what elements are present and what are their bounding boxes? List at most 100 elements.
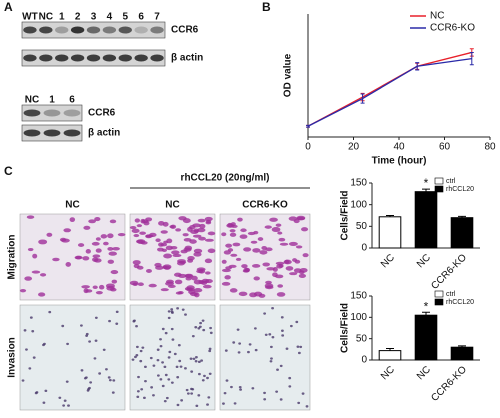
- cell: [161, 361, 164, 364]
- blot-band: [23, 54, 37, 62]
- cell: [175, 291, 183, 295]
- cell: [66, 342, 69, 346]
- legend-swatch: [434, 298, 444, 306]
- cell: [145, 234, 153, 239]
- cell: [185, 276, 192, 281]
- cell: [229, 229, 236, 233]
- cell: [275, 390, 279, 393]
- blot-band: [23, 129, 41, 137]
- cell: [67, 404, 70, 407]
- cell: [163, 365, 167, 369]
- x-tick-label: 80: [484, 142, 496, 153]
- cell: [115, 322, 119, 325]
- cell: [276, 263, 283, 269]
- cell: [221, 268, 231, 273]
- cell: [204, 216, 213, 222]
- cell: [185, 388, 189, 392]
- cell: [69, 217, 76, 223]
- cell: [197, 218, 206, 223]
- cell: [198, 372, 201, 376]
- lane-label: 1: [59, 12, 65, 23]
- cell: [35, 391, 39, 394]
- cell: [299, 345, 303, 349]
- y-tick-label: 150: [350, 291, 367, 302]
- lane-label: 6: [138, 12, 144, 23]
- cell: [136, 395, 140, 399]
- cell: [204, 258, 213, 264]
- x-tick-label: NC: [379, 364, 397, 382]
- cell: [229, 288, 238, 293]
- cell: [74, 255, 83, 260]
- cell: [288, 241, 298, 246]
- cell: [61, 324, 65, 328]
- cell: [233, 402, 237, 405]
- cell: [238, 385, 242, 389]
- cell: [281, 334, 285, 337]
- cell: [271, 335, 275, 339]
- cell: [43, 342, 46, 346]
- cell: [305, 405, 309, 408]
- cell: [247, 231, 256, 236]
- cell: [253, 327, 257, 330]
- cell: [135, 239, 144, 244]
- cell: [208, 372, 212, 375]
- cell: [222, 402, 225, 405]
- y-tick-label: 150: [350, 178, 367, 189]
- cell: [144, 365, 147, 369]
- cell: [209, 326, 212, 330]
- cell: [129, 226, 137, 230]
- cell: [225, 266, 232, 270]
- cell: [285, 266, 294, 271]
- column-label: NC: [165, 200, 179, 211]
- micrograph: [219, 304, 311, 411]
- cell: [187, 255, 195, 261]
- cell: [167, 310, 171, 313]
- cell: [297, 401, 301, 405]
- cell: [238, 291, 248, 297]
- cell: [206, 403, 209, 406]
- cell: [108, 319, 111, 323]
- cell: [136, 224, 143, 228]
- cell: [137, 375, 140, 379]
- blot-strip: [21, 104, 83, 122]
- cell: [92, 254, 101, 258]
- bar: [414, 314, 438, 361]
- cell: [107, 259, 115, 264]
- cell: [152, 394, 155, 397]
- cell: [92, 285, 98, 290]
- blot-band: [63, 129, 81, 137]
- cell: [165, 281, 174, 286]
- cell: [181, 308, 185, 311]
- bar: [378, 216, 402, 249]
- cell: [59, 237, 67, 242]
- cell: [184, 313, 187, 316]
- cell: [263, 312, 267, 315]
- cell: [238, 342, 242, 345]
- cell: [167, 378, 171, 381]
- cell: [137, 282, 144, 287]
- cell: [188, 289, 196, 295]
- cell: [269, 217, 278, 222]
- cell: [190, 392, 194, 395]
- y-tick-label: 100: [350, 199, 367, 210]
- cell: [208, 349, 212, 353]
- cell: [170, 327, 174, 331]
- cell: [164, 331, 168, 335]
- y-tick-label: 0: [361, 243, 367, 254]
- cell: [198, 280, 205, 285]
- cell: [250, 240, 258, 244]
- cell: [155, 238, 161, 243]
- band-label: CCR6: [88, 108, 116, 119]
- significance-marker: *: [424, 176, 429, 190]
- cell: [171, 311, 174, 314]
- cell: [276, 292, 286, 297]
- cell: [265, 280, 272, 285]
- cell: [83, 377, 87, 380]
- panel-label: C: [4, 164, 13, 178]
- cell: [167, 356, 171, 359]
- treatment-label: rhCCL20 (20ng/ml): [181, 173, 270, 184]
- cell: [103, 241, 109, 246]
- cell: [230, 253, 238, 257]
- cell: [232, 341, 236, 344]
- x-tick-label: 40: [393, 142, 405, 153]
